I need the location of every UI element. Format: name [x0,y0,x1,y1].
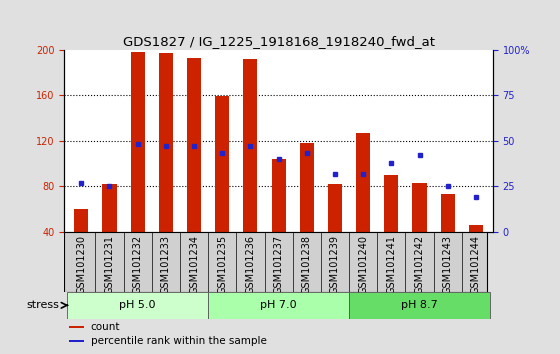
Text: GSM101241: GSM101241 [386,235,396,294]
Text: percentile rank within the sample: percentile rank within the sample [91,336,267,346]
Text: GSM101230: GSM101230 [76,235,86,294]
Bar [349,292,490,319]
Text: GSM101244: GSM101244 [471,235,481,294]
Bar [413,183,427,232]
Text: pH 5.0: pH 5.0 [119,300,156,310]
Bar [215,96,229,232]
Bar [74,209,88,232]
Text: GSM101240: GSM101240 [358,235,368,294]
Bar [130,52,144,232]
Bar [244,59,258,232]
Text: stress: stress [26,300,59,310]
Bar [384,175,398,232]
Text: GSM101233: GSM101233 [161,235,171,294]
Text: GSM101237: GSM101237 [274,235,283,294]
Title: GDS1827 / IG_1225_1918168_1918240_fwd_at: GDS1827 / IG_1225_1918168_1918240_fwd_at [123,35,435,48]
Bar [272,159,286,232]
Text: GSM101232: GSM101232 [133,235,143,294]
Bar [300,143,314,232]
Text: GSM101235: GSM101235 [217,235,227,294]
Text: GSM101236: GSM101236 [245,235,255,294]
Bar [328,184,342,232]
Text: pH 7.0: pH 7.0 [260,300,297,310]
Bar [187,58,201,232]
Bar [69,340,84,342]
Text: GSM101243: GSM101243 [443,235,452,294]
Bar [69,326,84,327]
Text: count: count [91,321,120,332]
Text: GSM101239: GSM101239 [330,235,340,294]
Text: GSM101242: GSM101242 [414,235,424,294]
Bar [159,53,173,232]
Text: GSM101234: GSM101234 [189,235,199,294]
Text: pH 8.7: pH 8.7 [401,300,438,310]
Text: GSM101231: GSM101231 [105,235,114,294]
Bar [469,225,483,232]
Bar [441,194,455,232]
Bar [356,133,370,232]
Bar [102,184,116,232]
Bar [208,292,349,319]
Text: GSM101238: GSM101238 [302,235,312,294]
Bar [67,292,208,319]
